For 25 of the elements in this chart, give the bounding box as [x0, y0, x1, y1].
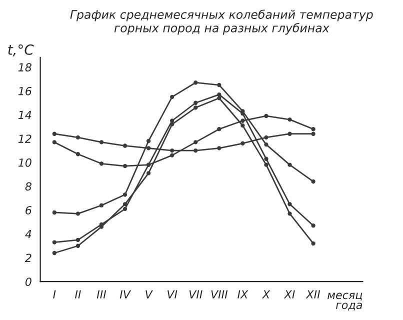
- x-tick-label: V: [146, 290, 153, 298]
- y-tick-label: 4: [25, 230, 32, 238]
- x-tick-label: II: [74, 290, 81, 298]
- x-tick-label: X: [262, 290, 270, 298]
- x-axis-title: месяц года: [328, 292, 362, 310]
- x-tick-label: VIII: [211, 290, 228, 298]
- x-tick-label: XI: [284, 290, 295, 298]
- y-tick-label: 16: [18, 86, 32, 96]
- x-tick-label: IX: [238, 290, 248, 298]
- y-tick-label: 6: [26, 206, 32, 214]
- y-tick-label: 8: [25, 182, 32, 191]
- chart-title: График среднемесячных колебаний температур горных пород на разных глубинах: [70, 10, 373, 35]
- y-axis-title: t,°C: [8, 44, 34, 56]
- y-tick-label: 10: [18, 158, 32, 167]
- x-tick-label: I: [53, 290, 56, 298]
- x-tick-label: XII: [306, 290, 320, 298]
- x-tick-label: III: [96, 290, 106, 298]
- y-tick-label: 18: [18, 63, 32, 72]
- y-tick-label: 2: [24, 254, 32, 262]
- y-tick-label: 0: [25, 278, 32, 286]
- x-tick-label: VI: [168, 290, 178, 298]
- y-tick-label: 14: [18, 110, 32, 120]
- x-tick-label: IV: [120, 290, 132, 298]
- y-tick-label: 12: [18, 134, 32, 143]
- x-tick-label: VII: [189, 290, 202, 298]
